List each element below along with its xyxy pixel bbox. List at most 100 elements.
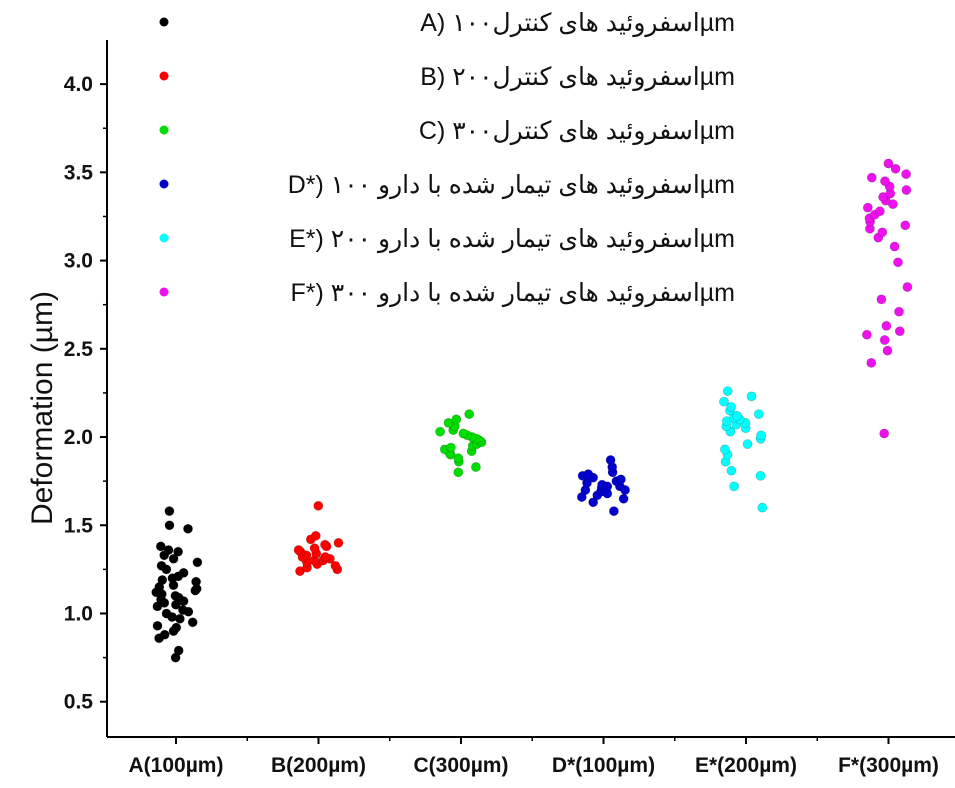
data-point (879, 428, 890, 439)
data-point (890, 163, 901, 174)
legend-label: A) اسفروئید های کنترل۱۰۰µm (420, 9, 735, 38)
data-point (893, 257, 903, 268)
data-point (605, 455, 616, 465)
data-point (191, 576, 201, 587)
y-tick-label: 0.5 (64, 691, 94, 714)
data-point (588, 497, 599, 508)
data-point (464, 409, 475, 419)
legend-marker (159, 233, 169, 243)
data-point (152, 620, 163, 631)
data-point (879, 335, 890, 345)
data-point (719, 396, 729, 407)
legend-label: E*) اسفروئید های تیمار شده با دارو ۲۰۰µm (289, 225, 735, 254)
x-tick-label: F*(300µm) (838, 754, 939, 777)
data-point (164, 520, 175, 531)
data-point (173, 546, 183, 557)
data-point (161, 608, 172, 619)
data-point (156, 560, 167, 571)
legend-marker (159, 287, 169, 297)
data-point (756, 430, 766, 441)
data-point (881, 320, 892, 331)
data-point (742, 439, 753, 449)
data-point (453, 453, 464, 464)
data-point (616, 474, 626, 485)
y-tick-label: 2.0 (64, 426, 93, 449)
legend-marker (159, 71, 169, 81)
data-point (453, 467, 464, 478)
data-point (320, 552, 331, 562)
data-point (451, 414, 462, 425)
data-point (170, 590, 181, 601)
data-point (155, 541, 166, 552)
data-point (894, 326, 905, 337)
data-point (862, 202, 873, 213)
data-point (720, 444, 730, 455)
data-point (183, 523, 193, 534)
data-point (883, 158, 894, 169)
data-point (443, 417, 454, 428)
data-point (164, 506, 175, 516)
legend-marker (159, 179, 169, 189)
axes-layer: 0.5 1.0 1.5 2.0 2.5 3.0 3.5 4.0 A(100µm) B(200µm)… (64, 40, 955, 777)
data-point (755, 470, 766, 481)
y-tick-label: 2.5 (64, 338, 94, 361)
data-point (178, 568, 189, 578)
data-point (313, 500, 324, 511)
data-point (597, 479, 607, 490)
legend-marker (159, 17, 169, 27)
data-point (320, 539, 330, 550)
data-point (192, 557, 203, 568)
data-point (876, 294, 887, 305)
data-point (159, 629, 170, 640)
data-point (609, 506, 619, 516)
data-point (877, 227, 888, 238)
x-tick-label: B(200µm) (271, 754, 366, 777)
data-point (875, 206, 885, 217)
data-point (173, 645, 184, 656)
data-point (866, 357, 877, 368)
data-point (187, 617, 198, 628)
data-point (470, 462, 481, 472)
data-point (618, 493, 629, 504)
data-point (882, 345, 893, 356)
data-point (901, 169, 911, 179)
data-point (333, 538, 344, 548)
data-point (889, 241, 900, 252)
y-tick-label: 3.0 (64, 250, 93, 273)
data-point (900, 220, 911, 231)
data-point (902, 282, 913, 292)
data-point (746, 391, 757, 402)
data-point (293, 545, 304, 555)
data-point (757, 502, 768, 513)
data-point (894, 306, 904, 317)
data-point (309, 543, 320, 554)
legend-label: B) اسفروئید های کنترل۲۰۰µm (420, 63, 735, 92)
y-tick-label: 3.5 (64, 161, 94, 184)
data-point (310, 530, 321, 541)
data-point (163, 545, 174, 555)
legend-marker (159, 125, 169, 135)
data-point (157, 575, 168, 585)
data-point (866, 172, 877, 183)
data-point (435, 426, 445, 437)
data-point (171, 622, 182, 633)
y-tick-label: 1.5 (64, 514, 94, 537)
x-tick-label: C(300µm) (414, 754, 509, 777)
data-point (862, 329, 872, 340)
data-point (729, 481, 739, 492)
data-point (753, 409, 764, 419)
data-point (330, 560, 341, 571)
data-point (722, 386, 733, 396)
data-point (726, 465, 737, 476)
y-tick-label: 1.0 (64, 602, 93, 625)
x-tick-label: D*(100µm) (552, 754, 655, 777)
legend-label: D*) اسفروئید های تیمار شده با دارو ۱۰۰µm (288, 171, 735, 200)
data-point (880, 176, 890, 187)
data-point (445, 442, 456, 453)
data-point (726, 402, 737, 412)
y-axis-title: Deformation (µm) (26, 291, 59, 525)
data-point (458, 428, 469, 439)
data-point (732, 410, 742, 421)
